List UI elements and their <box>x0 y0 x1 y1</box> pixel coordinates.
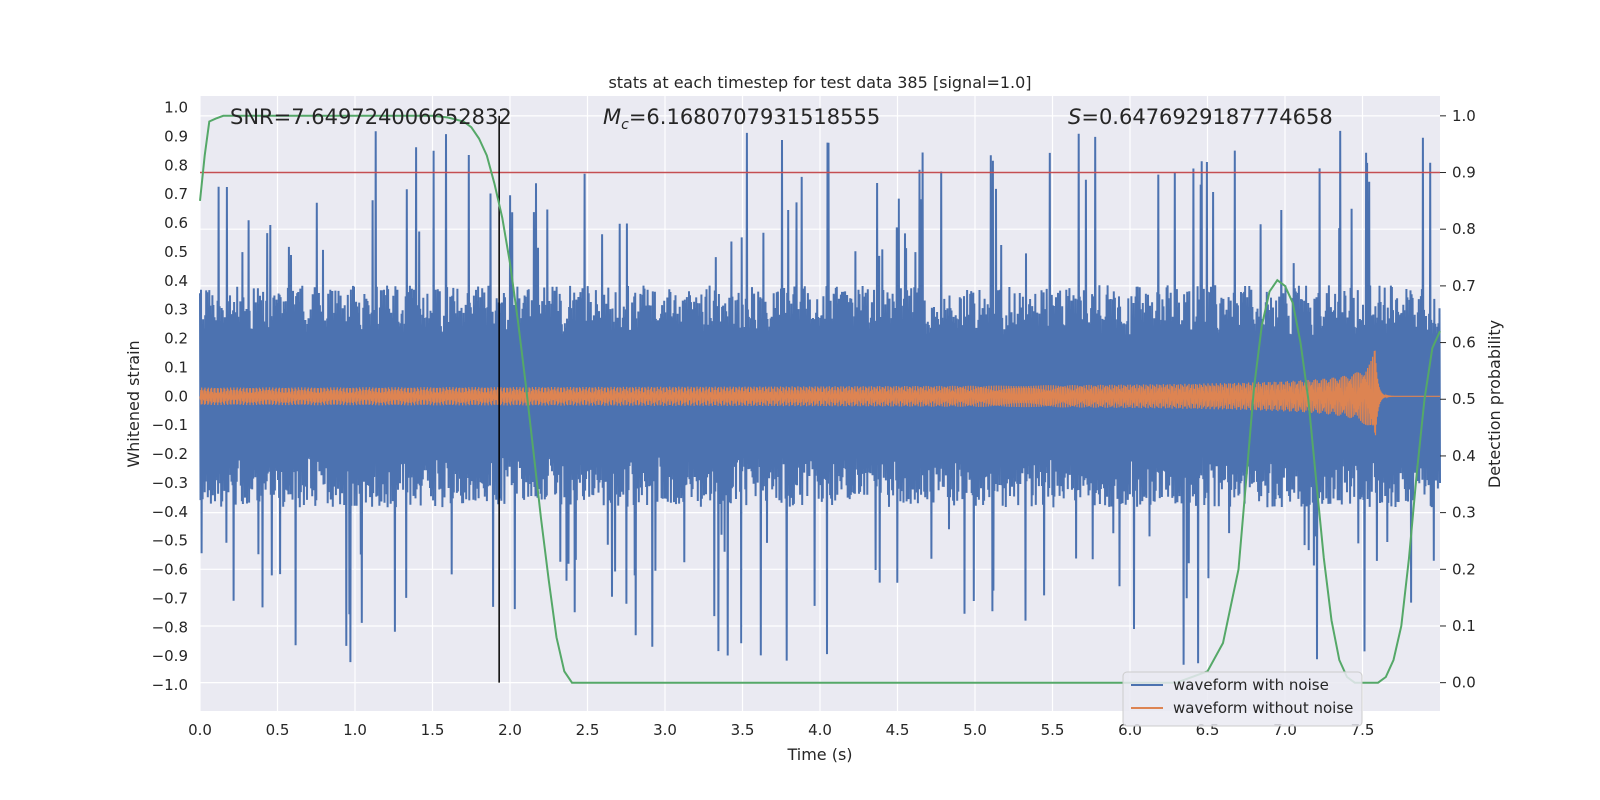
y-tick-label: −0.1 <box>152 416 188 434</box>
y-tick-label: −0.4 <box>152 503 188 521</box>
snr-annotation: SNR=7.649724006652832 <box>230 105 512 129</box>
x-tick-label: 1.0 <box>343 721 367 739</box>
y-tick-label: −0.3 <box>152 474 188 492</box>
s-symbol: S <box>1068 105 1081 129</box>
x-tick-label: 2.5 <box>576 721 600 739</box>
y-tick-label: 0.3 <box>164 301 188 319</box>
y-tick-label: −0.2 <box>152 445 188 463</box>
y-tick-label: 0.4 <box>164 272 188 290</box>
y-tick-label: −1.0 <box>152 676 188 694</box>
x-tick-label: 2.0 <box>498 721 522 739</box>
y-axis-right-label: Detection probability <box>1485 320 1504 488</box>
y-right-tick-label: 0.3 <box>1452 504 1476 522</box>
y-right-tick-label: 0.5 <box>1452 390 1476 408</box>
y-tick-label: 0.1 <box>164 358 188 376</box>
x-tick-label: 5.0 <box>963 721 987 739</box>
legend: waveform with noise waveform without noi… <box>1122 671 1363 727</box>
chirp-mass-annotation: Mc=6.1680707931518555 <box>603 105 880 133</box>
y-tick-label: −0.9 <box>152 647 188 665</box>
clean-waveform-line <box>199 350 1440 436</box>
ticks: 0.0 0.5 1.0 1.5 2.0 2.5 3.0 3.5 4.0 4.5 5.0 5.5 6.0 6… <box>152 99 1476 739</box>
y-right-tick-label: 0.4 <box>1452 447 1476 465</box>
series-waveform-without-noise <box>199 350 1440 436</box>
legend-label-noise: waveform with noise <box>1173 676 1329 694</box>
x-tick-label: 3.0 <box>653 721 677 739</box>
y-tick-label: 0.9 <box>164 127 188 145</box>
s-annotation: S=0.6476929187774658 <box>1068 105 1333 129</box>
y-tick-label: 0.5 <box>164 243 188 261</box>
y-right-tick-label: 0.0 <box>1452 674 1476 692</box>
y-right-tick-label: 1.0 <box>1452 107 1476 125</box>
legend-label-clean: waveform without noise <box>1173 699 1353 717</box>
y-right-tick-label: 0.6 <box>1452 334 1476 352</box>
y-tick-label: 0.8 <box>164 156 188 174</box>
x-tick-label: 3.5 <box>731 721 755 739</box>
chirp-mass-symbol: M <box>603 105 621 129</box>
y-axis-label: Whitened strain <box>124 340 143 467</box>
x-tick-label: 1.5 <box>421 721 445 739</box>
y-tick-label: 1.0 <box>164 99 188 117</box>
x-tick-label: 0.0 <box>188 721 212 739</box>
y-right-tick-label: 0.9 <box>1452 164 1476 182</box>
x-tick-label: 5.5 <box>1041 721 1065 739</box>
y-tick-label: 0.7 <box>164 185 188 203</box>
x-tick-label: 0.5 <box>266 721 290 739</box>
y-tick-label: 0.6 <box>164 214 188 232</box>
legend-box <box>1122 671 1363 727</box>
chirp-mass-subscript: c <box>621 117 629 133</box>
y-right-tick-label: 0.2 <box>1452 560 1476 578</box>
chirp-mass-value: =6.1680707931518555 <box>629 105 880 129</box>
y-tick-label: −0.8 <box>152 618 188 636</box>
x-axis-label: Time (s) <box>786 745 852 764</box>
y-right-tick-label: 0.1 <box>1452 617 1476 635</box>
y-right-tick-label: 0.8 <box>1452 220 1476 238</box>
y-tick-label: 0.2 <box>164 330 188 348</box>
y-tick-label: 0.0 <box>164 387 188 405</box>
chart-title: stats at each timestep for test data 385… <box>608 73 1031 92</box>
y-tick-label: −0.6 <box>152 561 188 579</box>
y-right-tick-label: 0.7 <box>1452 277 1476 295</box>
x-tick-label: 4.0 <box>808 721 832 739</box>
s-value: =0.6476929187774658 <box>1081 105 1332 129</box>
y-tick-label: −0.7 <box>152 589 188 607</box>
y-tick-label: −0.5 <box>152 532 188 550</box>
x-tick-label: 4.5 <box>886 721 910 739</box>
